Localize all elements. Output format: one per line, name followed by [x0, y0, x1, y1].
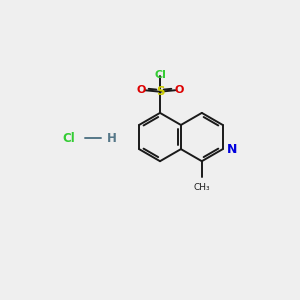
- Text: Cl: Cl: [154, 70, 166, 80]
- Text: CH₃: CH₃: [194, 183, 210, 192]
- Text: H: H: [107, 132, 117, 145]
- Text: S: S: [156, 85, 164, 98]
- Text: O: O: [136, 85, 146, 95]
- Text: Cl: Cl: [62, 132, 75, 145]
- Text: N: N: [227, 142, 238, 156]
- Text: O: O: [174, 85, 184, 95]
